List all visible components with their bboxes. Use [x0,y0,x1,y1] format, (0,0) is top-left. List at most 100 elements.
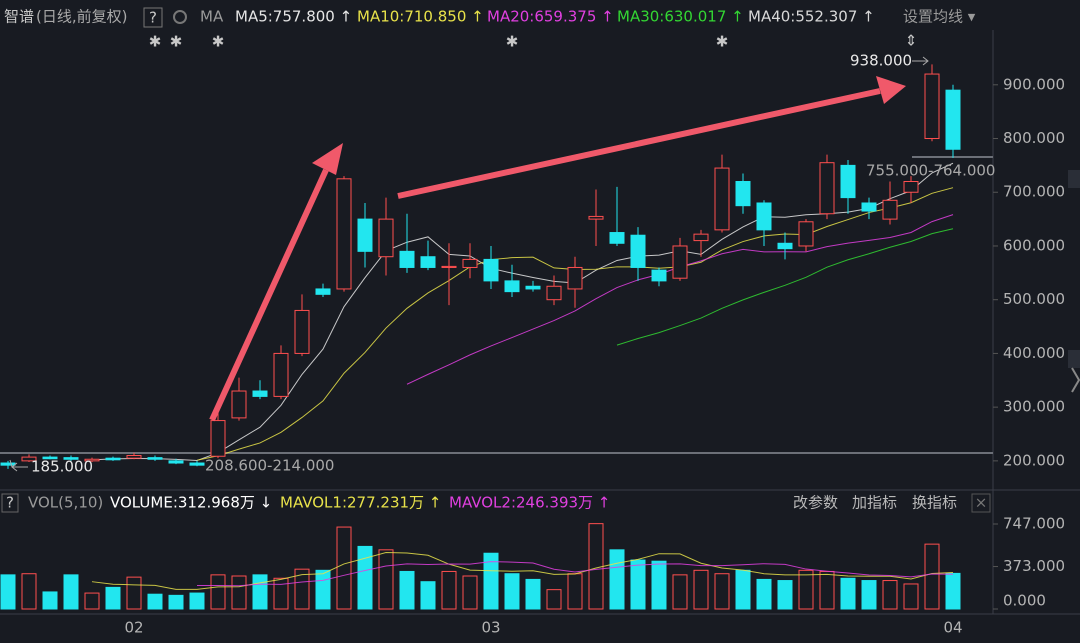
volume-bar [399,570,415,610]
help[interactable]: ? [6,494,14,512]
ma-line [91,162,954,462]
volume-bar [798,569,814,610]
event-star[interactable]: ✱ [212,33,225,51]
annotation: 185.000 [31,458,93,476]
candle-body [378,218,394,258]
candle-body [756,202,772,231]
mode: (日线,前复权) [36,8,127,26]
volume-bar [210,574,226,610]
volume-bar [861,580,877,610]
volume-bar [252,574,268,610]
volume-bar [567,573,583,610]
trend-arrow [209,168,329,422]
volume-bar [420,581,436,610]
volume-bar [840,577,856,610]
candle-body [945,89,961,150]
candle-body [273,352,289,397]
candle-body [21,456,37,462]
volume-value: MAVOL2:246.393万 ↑ [449,494,610,512]
candle-body [546,285,562,301]
volume-bar [756,578,772,610]
candle-body [147,457,163,460]
volume-bar [441,570,457,610]
y-tick-label: 400.000 [1003,344,1065,362]
help-box[interactable] [143,7,163,28]
volume-value: VOLUME:312.968万 ↓ [110,494,272,512]
volume-bar [126,576,142,610]
help[interactable]: ? [149,9,157,27]
candle-body [798,221,814,247]
settings[interactable]: 设置均线 ▾ [903,8,976,26]
volume-bar [168,594,184,610]
candle-body [861,202,877,212]
y-tick-label: 900.000 [1003,75,1065,93]
event-star[interactable]: ✱ [506,33,519,51]
ma-value: MA20:659.375 ↑ [487,8,614,26]
volume-bar [63,574,79,610]
volume-bar [693,569,709,610]
candle-body [882,199,898,220]
ma-value: MA10:710.850 ↑ [357,8,484,26]
volume-bar [84,592,100,610]
y-tick-label: 500.000 [1003,290,1065,308]
button[interactable]: 换指标 [912,494,957,512]
candle-body [672,245,688,279]
candle-body [777,242,793,250]
candle-body [840,164,856,199]
volume-bar [105,586,121,610]
candle-body [525,285,541,290]
candle-body [189,462,205,466]
volume-bar [336,526,352,610]
candle-body [714,167,730,231]
volume-bar [315,569,331,610]
trend-arrows [209,76,906,422]
button[interactable]: 改参数 [793,494,838,512]
trend-arrow [397,88,881,199]
candle-body [630,234,646,268]
candle-body [168,460,184,464]
y-tick-label: 300.000 [1003,398,1065,416]
y-tick-label: 747.000 [1003,514,1065,532]
candle-body [42,456,58,460]
volume-bar [945,572,961,610]
candle-body [504,280,520,293]
candle-body [567,266,583,290]
candle-body [63,457,79,460]
annotation: 938.000 [850,52,912,70]
expand-arrow[interactable] [1071,367,1080,393]
candle-body [105,457,121,461]
button[interactable]: 加指标 [852,494,897,512]
event-star[interactable]: ✱ [149,33,162,51]
candle-body [84,458,100,462]
volume-bar [0,574,16,610]
volume-bar [714,573,730,610]
volume-bar [630,559,646,610]
indicator: VOL(5,10) [28,494,103,512]
close[interactable]: × [975,494,988,512]
volume-bar [672,574,688,610]
volume-bar [273,577,289,610]
volume-bar [525,578,541,610]
gear-icon[interactable] [173,10,187,24]
candle-body [0,462,16,466]
volume-bar [357,545,373,610]
volume-bar [21,573,37,610]
candle-body [924,73,940,140]
scroll-tab[interactable] [1068,170,1080,188]
event-markers: ✱ ✱ ✱ ✱ ✱ ⇕ [149,32,918,51]
x-tick-label: 02 [124,619,143,637]
candle-body [462,258,478,268]
annotation-arrow [912,56,929,66]
arrow-head [312,143,343,175]
event-star[interactable]: ✱ [170,33,183,51]
help-box[interactable] [1,493,19,513]
y-tick-label: 800.000 [1003,129,1065,147]
close-box[interactable] [971,493,991,513]
scroll-tab[interactable] [1068,350,1080,368]
candle-body [420,256,436,268]
event-arrow[interactable]: ⇕ [905,32,918,50]
candle-body [315,288,331,295]
volume-bar [462,575,478,610]
candle-body [735,181,751,207]
event-star[interactable]: ✱ [716,33,729,51]
